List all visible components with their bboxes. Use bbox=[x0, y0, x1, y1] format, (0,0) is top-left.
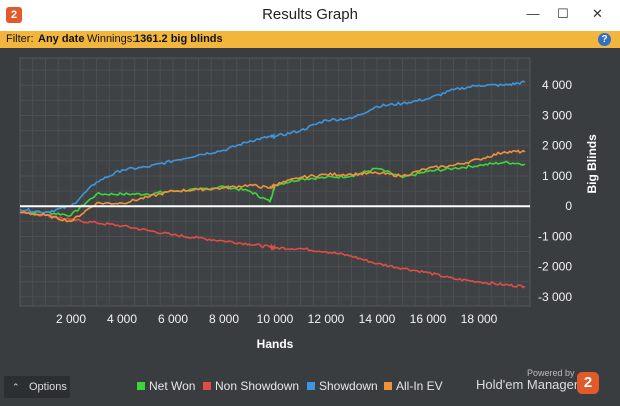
series-line-non-showdown bbox=[19, 210, 526, 289]
chart-area: 2 000 4 000 6 000 8 000 10 000 12 000 14 000 16… bbox=[0, 48, 620, 406]
legend-swatch bbox=[137, 382, 145, 390]
legend-swatch bbox=[203, 382, 211, 390]
results-chart: 2 000 4 000 6 000 8 000 10 000 12 000 14 000 16… bbox=[19, 57, 599, 351]
legend-label: All-In EV bbox=[396, 379, 443, 393]
options-button[interactable]: ⌃ Options bbox=[4, 376, 70, 398]
series-line-all-in-ev bbox=[19, 149, 526, 223]
chart-footer: ⌃ Options Net Won Non Showdown Showdown … bbox=[0, 368, 620, 406]
close-button[interactable]: ✕ bbox=[592, 6, 603, 21]
filter-label: Filter: bbox=[6, 33, 34, 45]
winnings-label: Winnings: bbox=[87, 33, 136, 45]
x-tick-label: 10 000 bbox=[257, 312, 294, 326]
brand-logo-icon: 2 bbox=[577, 372, 599, 394]
legend-swatch bbox=[384, 382, 392, 390]
x-tick-label: 18 000 bbox=[461, 312, 498, 326]
x-tick-label: 14 000 bbox=[359, 312, 396, 326]
x-axis-label: Hands bbox=[257, 337, 294, 351]
series-line-net-won bbox=[19, 160, 526, 218]
legend-label: Showdown bbox=[319, 379, 378, 393]
y-tick-label: -2 000 bbox=[538, 260, 572, 274]
app-logo-icon: 2 bbox=[6, 7, 22, 23]
legend-swatch bbox=[307, 382, 315, 390]
caret-up-icon: ⌃ bbox=[12, 382, 20, 392]
powered-by-label: Powered by bbox=[527, 368, 575, 378]
window-title: Results Graph bbox=[262, 6, 358, 23]
options-label: Options bbox=[29, 381, 67, 393]
y-tick-label: -1 000 bbox=[538, 229, 572, 243]
y-tick-label: 3 000 bbox=[542, 108, 572, 122]
legend-label: Net Won bbox=[149, 379, 196, 393]
x-tick-label: 4 000 bbox=[107, 312, 137, 326]
x-tick-label: 6 000 bbox=[158, 312, 188, 326]
brand-name: Hold'em Manager bbox=[476, 377, 579, 392]
x-tick-label: 8 000 bbox=[209, 312, 239, 326]
series-line-showdown bbox=[19, 80, 526, 214]
y-tick-label: 2 000 bbox=[542, 139, 572, 153]
y-axis-label: Big Blinds bbox=[585, 134, 599, 194]
y-tick-label: 4 000 bbox=[542, 78, 572, 92]
x-tick-label: 12 000 bbox=[308, 312, 345, 326]
title-bar: 2 Results Graph — ☐ ✕ bbox=[0, 0, 620, 30]
y-tick-label: 1 000 bbox=[542, 169, 572, 183]
minimize-button[interactable]: — bbox=[526, 6, 540, 21]
help-icon[interactable]: ? bbox=[598, 33, 611, 46]
filter-value[interactable]: Any date bbox=[38, 33, 85, 45]
y-tick-label: -3 000 bbox=[538, 290, 572, 304]
x-tick-label: 16 000 bbox=[410, 312, 447, 326]
winnings-value: 1361.2 big blinds bbox=[134, 33, 223, 45]
x-tick-label: 2 000 bbox=[56, 312, 86, 326]
legend-label: Non Showdown bbox=[215, 379, 300, 393]
filter-bar: Filter: Any date Winnings: 1361.2 big bl… bbox=[0, 31, 620, 48]
y-tick-label: 0 bbox=[565, 199, 572, 213]
maximize-button[interactable]: ☐ bbox=[557, 6, 569, 21]
